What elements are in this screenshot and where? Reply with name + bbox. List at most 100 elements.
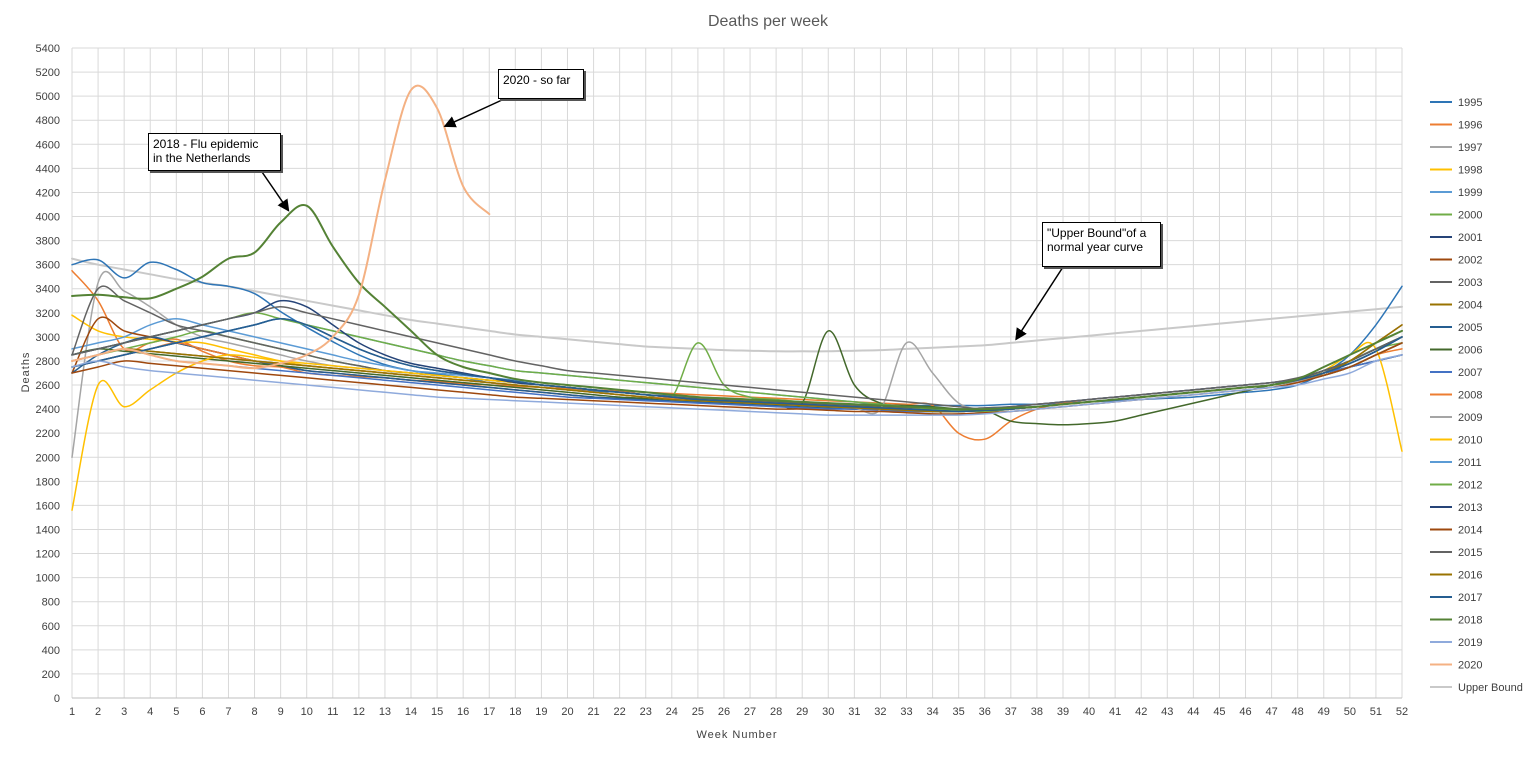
- x-tick-label: 37: [1005, 706, 1017, 718]
- y-tick-label: 1200: [36, 549, 60, 561]
- series-line-2018: [71, 203, 1403, 411]
- legend-label: 2013: [1458, 502, 1482, 514]
- x-tick-label: 33: [900, 706, 912, 718]
- y-tick-label: 1000: [36, 573, 60, 585]
- x-tick-label: 20: [561, 706, 573, 718]
- x-tick-label: 5: [173, 706, 179, 718]
- y-tick-label: 800: [42, 597, 60, 609]
- legend-label: 2018: [1458, 615, 1482, 627]
- x-tick-label: 27: [744, 706, 756, 718]
- legend-label: 2009: [1458, 412, 1482, 424]
- legend-label: 1996: [1458, 120, 1482, 132]
- x-tick-label: 44: [1187, 706, 1199, 718]
- legend-label: 2012: [1458, 480, 1482, 492]
- legend-label: 2019: [1458, 637, 1482, 649]
- y-axis-ticks: 0 200 400 600 800 1000 1200 1400 1600 1800 2000 220…: [36, 43, 60, 705]
- y-tick-label: 4000: [36, 212, 60, 224]
- y-tick-label: 600: [42, 621, 60, 633]
- legend-label: 2003: [1458, 277, 1482, 289]
- annotation-arrows: [261, 99, 1064, 341]
- x-tick-label: 26: [718, 706, 730, 718]
- annotation-callout: "Upper Bound"of a normal year curve: [1042, 222, 1161, 267]
- legend-label: 2014: [1458, 525, 1482, 537]
- x-tick-label: 11: [327, 706, 338, 718]
- legend-label: 2007: [1458, 367, 1482, 379]
- x-tick-label: 36: [979, 706, 991, 718]
- legend-label: 2017: [1458, 592, 1482, 604]
- x-tick-label: 29: [796, 706, 808, 718]
- x-tick-label: 8: [251, 706, 257, 718]
- x-tick-label: 6: [199, 706, 205, 718]
- annotation-callout: 2018 - Flu epidemic in the Netherlands: [148, 133, 281, 171]
- y-tick-label: 2800: [36, 356, 60, 368]
- legend-label: 2016: [1458, 570, 1482, 582]
- x-tick-label: 32: [874, 706, 886, 718]
- x-tick-label: 9: [278, 706, 284, 718]
- x-tick-label: 1: [69, 706, 75, 718]
- x-tick-label: 34: [926, 706, 938, 718]
- y-tick-label: 3800: [36, 236, 60, 248]
- x-tick-label: 40: [1083, 706, 1095, 718]
- y-tick-label: 4600: [36, 139, 60, 151]
- x-tick-label: 45: [1213, 706, 1225, 718]
- legend-label: 2020: [1458, 660, 1482, 672]
- y-tick-label: 4200: [36, 187, 60, 199]
- grid: [71, 47, 1403, 699]
- y-tick-label: 4400: [36, 163, 60, 175]
- y-tick-label: 1800: [36, 476, 60, 488]
- y-tick-label: 4800: [36, 115, 60, 127]
- x-tick-label: 42: [1135, 706, 1147, 718]
- x-tick-label: 10: [301, 706, 313, 718]
- y-tick-label: 1600: [36, 500, 60, 512]
- x-tick-label: 24: [666, 706, 678, 718]
- y-tick-label: 1400: [36, 524, 60, 536]
- legend-label: 2000: [1458, 210, 1482, 222]
- series-line-1996: [71, 269, 1403, 441]
- y-tick-label: 3200: [36, 308, 60, 320]
- y-tick-label: 3000: [36, 332, 60, 344]
- x-tick-label: 12: [353, 706, 365, 718]
- x-tick-label: 35: [953, 706, 965, 718]
- x-tick-label: 41: [1109, 706, 1121, 718]
- series-line-2020: [71, 84, 491, 370]
- x-tick-label: 48: [1292, 706, 1304, 718]
- x-tick-label: 39: [1057, 706, 1069, 718]
- x-tick-label: 52: [1396, 706, 1408, 718]
- x-tick-label: 22: [614, 706, 626, 718]
- annotation-arrow: [443, 99, 503, 128]
- x-tick-label: 47: [1265, 706, 1277, 718]
- legend-label: 2002: [1458, 255, 1482, 267]
- legend-label: 1997: [1458, 142, 1482, 154]
- x-tick-label: 17: [483, 706, 495, 718]
- y-tick-label: 400: [42, 645, 60, 657]
- legend: 1995 1996 1997 1998 1999 2000 2001 2002 2003 2004…: [1430, 97, 1523, 694]
- y-tick-label: 2400: [36, 404, 60, 416]
- y-tick-label: 5000: [36, 91, 60, 103]
- legend-label: 2015: [1458, 547, 1482, 559]
- x-tick-label: 2: [95, 706, 101, 718]
- x-tick-label: 18: [509, 706, 521, 718]
- x-tick-label: 49: [1318, 706, 1330, 718]
- x-tick-label: 25: [692, 706, 704, 718]
- x-tick-label: 14: [405, 706, 417, 718]
- y-tick-label: 0: [54, 693, 60, 705]
- legend-label: 1995: [1458, 97, 1482, 109]
- x-axis-title: Week Number: [696, 729, 777, 741]
- legend-label: Upper Bound: [1458, 682, 1523, 694]
- x-tick-label: 30: [822, 706, 834, 718]
- x-tick-label: 4: [147, 706, 153, 718]
- x-tick-label: 46: [1239, 706, 1251, 718]
- y-tick-label: 2000: [36, 452, 60, 464]
- series-line-1995: [71, 258, 1403, 407]
- series-line-2019: [71, 354, 1403, 416]
- x-tick-label: 28: [770, 706, 782, 718]
- y-tick-label: 2600: [36, 380, 60, 392]
- annotation-callout: 2020 - so far: [498, 69, 584, 99]
- annotation-arrow: [261, 171, 290, 212]
- x-tick-label: 19: [535, 706, 547, 718]
- y-tick-label: 2200: [36, 428, 60, 440]
- x-tick-label: 31: [848, 706, 860, 718]
- y-tick-label: 5400: [36, 43, 60, 55]
- legend-label: 2006: [1458, 345, 1482, 357]
